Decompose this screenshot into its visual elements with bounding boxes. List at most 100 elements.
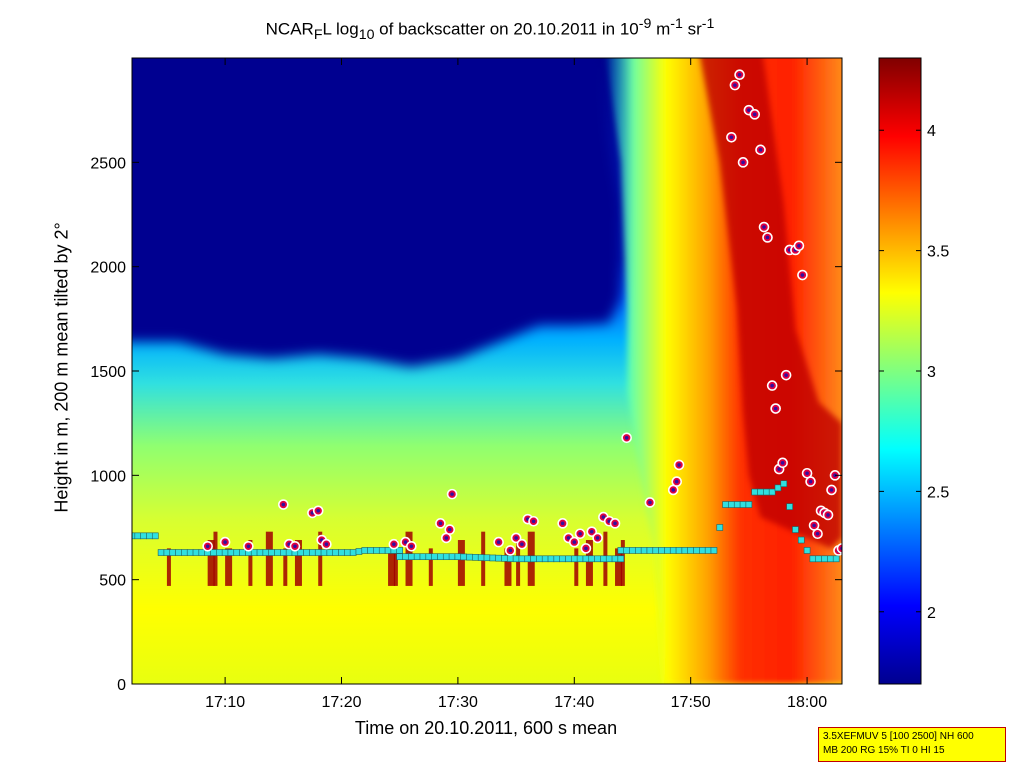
cloud-base-marker	[658, 547, 665, 554]
cloud-base-marker	[227, 549, 235, 556]
cloud-base-marker	[250, 549, 258, 556]
layer-top-marker-center	[733, 83, 737, 87]
cloud-base-marker	[594, 555, 601, 563]
y-tick-label: 1500	[90, 364, 126, 381]
layer-top-marker-center	[560, 521, 565, 526]
layer-top-marker-center	[324, 542, 329, 546]
layer-top-marker-center	[566, 536, 571, 540]
cloud-base-marker	[832, 555, 840, 563]
cloud-base-marker	[518, 555, 526, 563]
heatmap-plume-core	[700, 58, 842, 549]
layer-top-marker-center	[808, 479, 813, 484]
heatmap-streak	[166, 548, 171, 586]
layer-top-marker-center	[447, 527, 452, 532]
layer-top-marker-center	[752, 112, 757, 117]
cloud-base-marker	[501, 555, 508, 562]
cloud-base-marker	[751, 488, 759, 496]
cloud-base-marker	[629, 547, 636, 554]
cloud-base-marker	[774, 484, 782, 492]
heatmap-streak	[428, 548, 433, 586]
cloud-base-marker	[617, 555, 625, 563]
cloud-base-marker	[640, 547, 648, 554]
layer-top-marker-center	[829, 488, 834, 492]
colorbar	[878, 57, 922, 685]
x-tick-label: 17:50	[671, 694, 711, 711]
cloud-base-marker	[576, 555, 584, 563]
layer-top-marker-center	[677, 463, 681, 467]
layer-top-marker-center	[780, 461, 785, 465]
cloud-base-marker	[739, 501, 747, 508]
cloud-base-marker	[733, 501, 741, 508]
layer-top-marker-center	[747, 108, 751, 112]
cloud-base-marker	[582, 555, 590, 563]
heatmap-streak	[225, 548, 233, 586]
cloud-base-marker	[297, 549, 305, 556]
cloud-base-marker	[605, 555, 613, 563]
x-tick-label: 17:40	[554, 694, 594, 711]
cloud-base-marker	[169, 549, 177, 556]
cloud-base-marker	[541, 555, 549, 563]
heatmap-streak	[248, 540, 253, 586]
cloud-base-marker	[512, 555, 520, 563]
cloud-base-marker	[553, 555, 561, 563]
layer-top-markers	[202, 69, 842, 556]
cloud-base-marker	[675, 547, 683, 554]
info-line-2: MB 200 RG 15% TI 0 HI 15	[823, 745, 945, 756]
x-tick-label: 17:10	[205, 694, 245, 711]
cloud-base-marker	[786, 503, 793, 510]
y-tick-label: 1000	[90, 468, 126, 485]
colorbar-tick-label: 2	[927, 605, 936, 622]
cloud-base-marker	[437, 553, 444, 561]
cloud-base-marker	[314, 549, 322, 556]
cloud-base-marker	[687, 547, 694, 554]
layer-top-marker-center	[812, 523, 816, 528]
cloud-base-marker	[442, 553, 450, 561]
heatmap-streak	[574, 548, 579, 586]
cloud-base-marker	[239, 549, 246, 556]
cloud-base-marker	[792, 526, 799, 533]
y-axis-label: Height in m, 200 m mean tilted by 2°	[51, 222, 72, 513]
layer-top-marker-center	[777, 467, 781, 471]
layer-top-marker-center	[648, 500, 652, 505]
cloud-base-marker	[262, 549, 270, 556]
heatmap-streak	[615, 548, 623, 586]
layer-top-marker-center	[741, 160, 745, 165]
heatmap-streak	[620, 540, 625, 586]
cloud-base-marker	[797, 536, 805, 544]
cloud-base-marker	[280, 549, 287, 556]
layer-top-marker-center	[800, 273, 805, 277]
cloud-base-marker	[320, 549, 328, 556]
cloud-base-marker	[268, 549, 275, 556]
cloud-base-marker	[710, 547, 718, 554]
cloud-base-marker	[466, 553, 473, 561]
cloud-base-marker	[408, 553, 415, 561]
colorbar-tick-label: 3	[927, 364, 936, 381]
layer-top-marker-center	[613, 521, 617, 526]
y-tick-label: 500	[99, 573, 126, 590]
colorbar-tick-label: 3.5	[927, 244, 949, 261]
cloud-base-marker	[477, 554, 485, 561]
cloud-base-marker	[181, 549, 188, 556]
cloud-base-marker	[221, 549, 229, 556]
layer-top-marker-center	[762, 225, 766, 229]
cloud-base-marker	[623, 547, 630, 554]
cloud-base-marker	[588, 555, 596, 563]
x-tick-label: 18:00	[787, 694, 827, 711]
cloud-base-marker	[768, 488, 776, 496]
layer-top-marker-center	[797, 244, 801, 248]
layer-top-marker-center	[624, 435, 629, 440]
cloud-base-marker	[530, 555, 537, 563]
cloud-base-marker	[344, 549, 351, 556]
cloud-base-marker	[472, 554, 479, 561]
cloud-base-marker	[460, 553, 468, 561]
cloud-base-marker	[559, 555, 566, 563]
heatmap-streak	[318, 531, 323, 586]
cloud-base-marker	[704, 547, 712, 554]
layer-top-marker-center	[444, 536, 449, 540]
cloud-base-marker	[396, 547, 404, 554]
layer-top-marker-center	[409, 544, 414, 549]
cloud-base-marker	[210, 549, 217, 556]
layer-top-marker-center	[531, 519, 536, 524]
layer-top-marker-center	[805, 471, 809, 476]
cloud-base-marker	[256, 549, 264, 556]
